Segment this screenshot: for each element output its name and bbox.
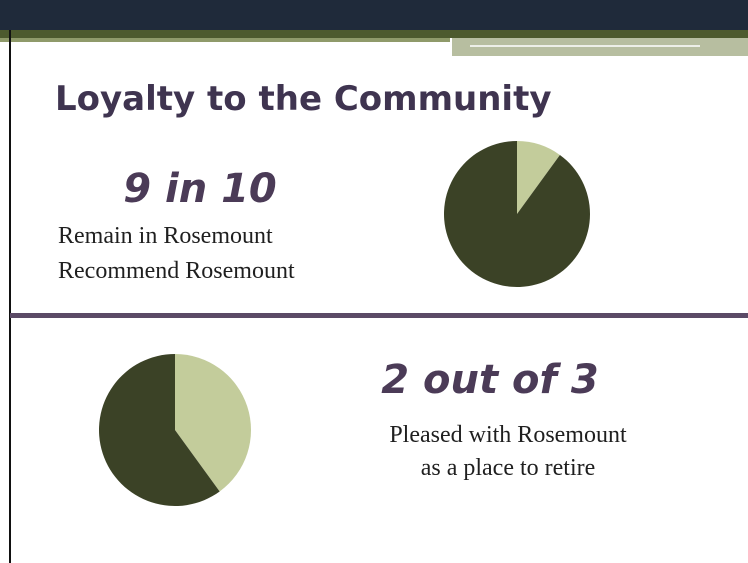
stat-line: as a place to retire: [421, 455, 596, 481]
pie-slice: [517, 141, 560, 214]
top-stripe: [0, 38, 450, 42]
divider: [10, 313, 748, 318]
pie-slice: [99, 354, 220, 506]
pie-slice: [444, 141, 590, 287]
title: Loyalty to the Community: [55, 79, 552, 119]
top-stripe: [452, 38, 748, 56]
stat-line: Recommend Rosemount: [58, 258, 295, 284]
top-band: [0, 0, 748, 30]
headline: 9 in 10: [123, 166, 277, 212]
stat-line: Pleased with Rosemount: [389, 422, 627, 448]
pie-slice: [175, 354, 252, 492]
stat-line: Remain in Rosemount: [58, 223, 273, 249]
headline: 2 out of 3: [381, 357, 598, 403]
top-stripe: [0, 30, 748, 38]
